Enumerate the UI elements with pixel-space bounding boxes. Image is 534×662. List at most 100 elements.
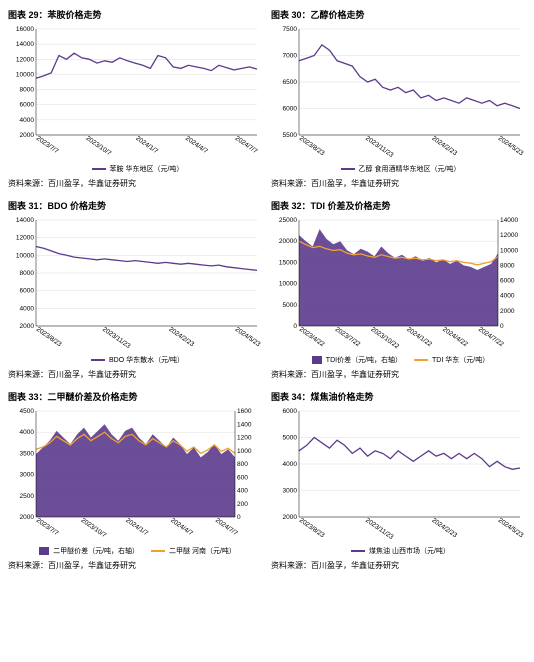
panel-title: 图表 31：BDO 价格走势 [8, 199, 263, 212]
svg-text:6000: 6000 [20, 288, 35, 295]
svg-text:3000: 3000 [283, 488, 298, 495]
svg-text:4000: 4000 [283, 461, 298, 468]
svg-text:7000: 7000 [283, 53, 298, 60]
svg-text:10000: 10000 [500, 247, 518, 254]
svg-text:5000: 5000 [283, 302, 298, 309]
svg-text:14000: 14000 [16, 217, 34, 224]
svg-text:0: 0 [237, 514, 241, 521]
panel-title: 图表 33：二甲醚价差及价格走势 [8, 390, 263, 403]
svg-text:15000: 15000 [279, 259, 297, 266]
svg-text:4000: 4000 [20, 305, 35, 312]
svg-text:3000: 3000 [20, 472, 35, 479]
svg-text:10000: 10000 [16, 252, 34, 259]
svg-text:6000: 6000 [283, 408, 298, 415]
chart-panel-c34: 图表 34：煤焦油价格走势 2000 3000 4000 5000 6000 2023/8… [271, 390, 526, 571]
svg-text:2000: 2000 [283, 514, 298, 521]
svg-text:2023/7/7: 2023/7/7 [35, 517, 60, 537]
source-text: 资料来源：百川盈孚，华鑫证券研究 [8, 560, 263, 571]
svg-text:3500: 3500 [20, 450, 35, 457]
svg-text:0: 0 [293, 323, 297, 330]
source-text: 资料来源：百川盈孚，华鑫证券研究 [8, 178, 263, 189]
svg-text:25000: 25000 [279, 217, 297, 224]
svg-text:2023/11/23: 2023/11/23 [364, 135, 395, 159]
chart-area: 2000 2500 3000 3500 4000 4500 0 200 400 600 800 100… [8, 405, 263, 545]
svg-text:2000: 2000 [20, 323, 35, 330]
svg-text:5000: 5000 [283, 435, 298, 442]
svg-text:2024/4/22: 2024/4/22 [441, 326, 469, 349]
svg-text:6000: 6000 [283, 106, 298, 113]
svg-text:2023/8/23: 2023/8/23 [298, 517, 326, 540]
svg-text:2023/8/23: 2023/8/23 [298, 135, 326, 158]
chart-panel-c31: 图表 31：BDO 价格走势 2000 4000 6000 8000 10000 1200… [8, 199, 263, 380]
svg-text:2023/7/22: 2023/7/22 [334, 326, 362, 349]
svg-text:1400: 1400 [237, 421, 252, 428]
svg-text:2024/4/7: 2024/4/7 [169, 517, 194, 537]
svg-text:4500: 4500 [20, 408, 35, 415]
svg-text:5500: 5500 [283, 132, 298, 139]
chart-panel-c32: 图表 32：TDI 价差及价格走势 0500010000150002000025… [271, 199, 526, 380]
svg-text:200: 200 [237, 501, 248, 508]
panel-title: 图表 34：煤焦油价格走势 [271, 390, 526, 403]
svg-text:2000: 2000 [20, 514, 35, 521]
svg-text:800: 800 [237, 461, 248, 468]
svg-text:2023/7/7: 2023/7/7 [35, 135, 60, 155]
svg-text:2023/10/7: 2023/10/7 [80, 517, 108, 540]
svg-text:8000: 8000 [20, 270, 35, 277]
source-text: 资料来源：百川盈孚，华鑫证券研究 [271, 369, 526, 380]
svg-text:10000: 10000 [16, 71, 34, 78]
svg-text:2023/10/22: 2023/10/22 [369, 326, 400, 351]
chart-area: 2000 4000 6000 8000 10000 12000 14000 2023/8/23… [8, 214, 263, 354]
svg-text:12000: 12000 [500, 232, 518, 239]
panel-title: 图表 30：乙醇价格走势 [271, 8, 526, 21]
svg-text:2024/5/23: 2024/5/23 [497, 517, 525, 540]
chart-legend: 乙醇 食用酒精华东地区（元/吨） [271, 164, 526, 174]
source-text: 资料来源：百川盈孚，华鑫证券研究 [271, 560, 526, 571]
svg-text:6000: 6000 [20, 102, 35, 109]
svg-text:8000: 8000 [500, 262, 515, 269]
svg-text:14000: 14000 [16, 41, 34, 48]
svg-text:4000: 4000 [20, 117, 35, 124]
chart-legend: 煤焦油 山西市场（元/吨） [271, 546, 526, 556]
source-text: 资料来源：百川盈孚，华鑫证券研究 [8, 369, 263, 380]
svg-text:2024/7/7: 2024/7/7 [234, 135, 259, 155]
svg-text:2024/1/22: 2024/1/22 [405, 326, 433, 349]
svg-text:2024/1/7: 2024/1/7 [134, 135, 159, 155]
svg-text:2024/1/7: 2024/1/7 [124, 517, 149, 537]
svg-text:2023/8/23: 2023/8/23 [35, 326, 63, 349]
svg-text:2000: 2000 [20, 132, 35, 139]
svg-text:2024/2/23: 2024/2/23 [167, 326, 195, 349]
svg-text:6500: 6500 [283, 79, 298, 86]
svg-text:2023/4/22: 2023/4/22 [298, 326, 326, 349]
svg-text:0: 0 [500, 323, 504, 330]
svg-text:4000: 4000 [20, 429, 35, 436]
svg-text:6000: 6000 [500, 278, 515, 285]
chart-area: 550060006500700075002023/8/232023/11/232… [271, 23, 526, 163]
svg-text:1600: 1600 [237, 408, 252, 415]
chart-legend: 苯胺 华东地区（元/吨） [8, 164, 263, 174]
svg-text:4000: 4000 [500, 293, 515, 300]
svg-text:10000: 10000 [279, 281, 297, 288]
chart-panel-c29: 图表 29：苯胺价格走势 200040006000800010000120001… [8, 8, 263, 189]
svg-text:20000: 20000 [279, 238, 297, 245]
chart-area: 2000 3000 4000 5000 6000 2023/8/23 2023/11/23 2… [271, 405, 526, 545]
svg-text:2023/11/23: 2023/11/23 [364, 517, 395, 541]
svg-text:2000: 2000 [500, 308, 515, 315]
svg-text:400: 400 [237, 488, 248, 495]
svg-text:16000: 16000 [16, 26, 34, 33]
panel-title: 图表 32：TDI 价差及价格走势 [271, 199, 526, 212]
chart-panel-c33: 图表 33：二甲醚价差及价格走势 20002500300035004000450… [8, 390, 263, 571]
svg-text:2024/2/23: 2024/2/23 [430, 517, 458, 540]
svg-text:7500: 7500 [283, 26, 298, 33]
svg-text:2024/7/7: 2024/7/7 [214, 517, 239, 537]
svg-text:12000: 12000 [16, 235, 34, 242]
svg-text:1000: 1000 [237, 448, 252, 455]
chart-legend: 二甲醚价差（元/吨，右轴）二甲醚 河南（元/吨） [8, 546, 263, 556]
svg-text:600: 600 [237, 474, 248, 481]
svg-text:12000: 12000 [16, 56, 34, 63]
svg-text:2500: 2500 [20, 493, 35, 500]
chart-legend: BDO 华东散水（元/吨） [8, 355, 263, 365]
svg-text:2024/5/23: 2024/5/23 [234, 326, 262, 349]
svg-text:14000: 14000 [500, 217, 518, 224]
chart-legend: TDI价差（元/吨，右轴）TDI 华东（元/吨） [271, 355, 526, 365]
source-text: 资料来源：百川盈孚，华鑫证券研究 [271, 178, 526, 189]
